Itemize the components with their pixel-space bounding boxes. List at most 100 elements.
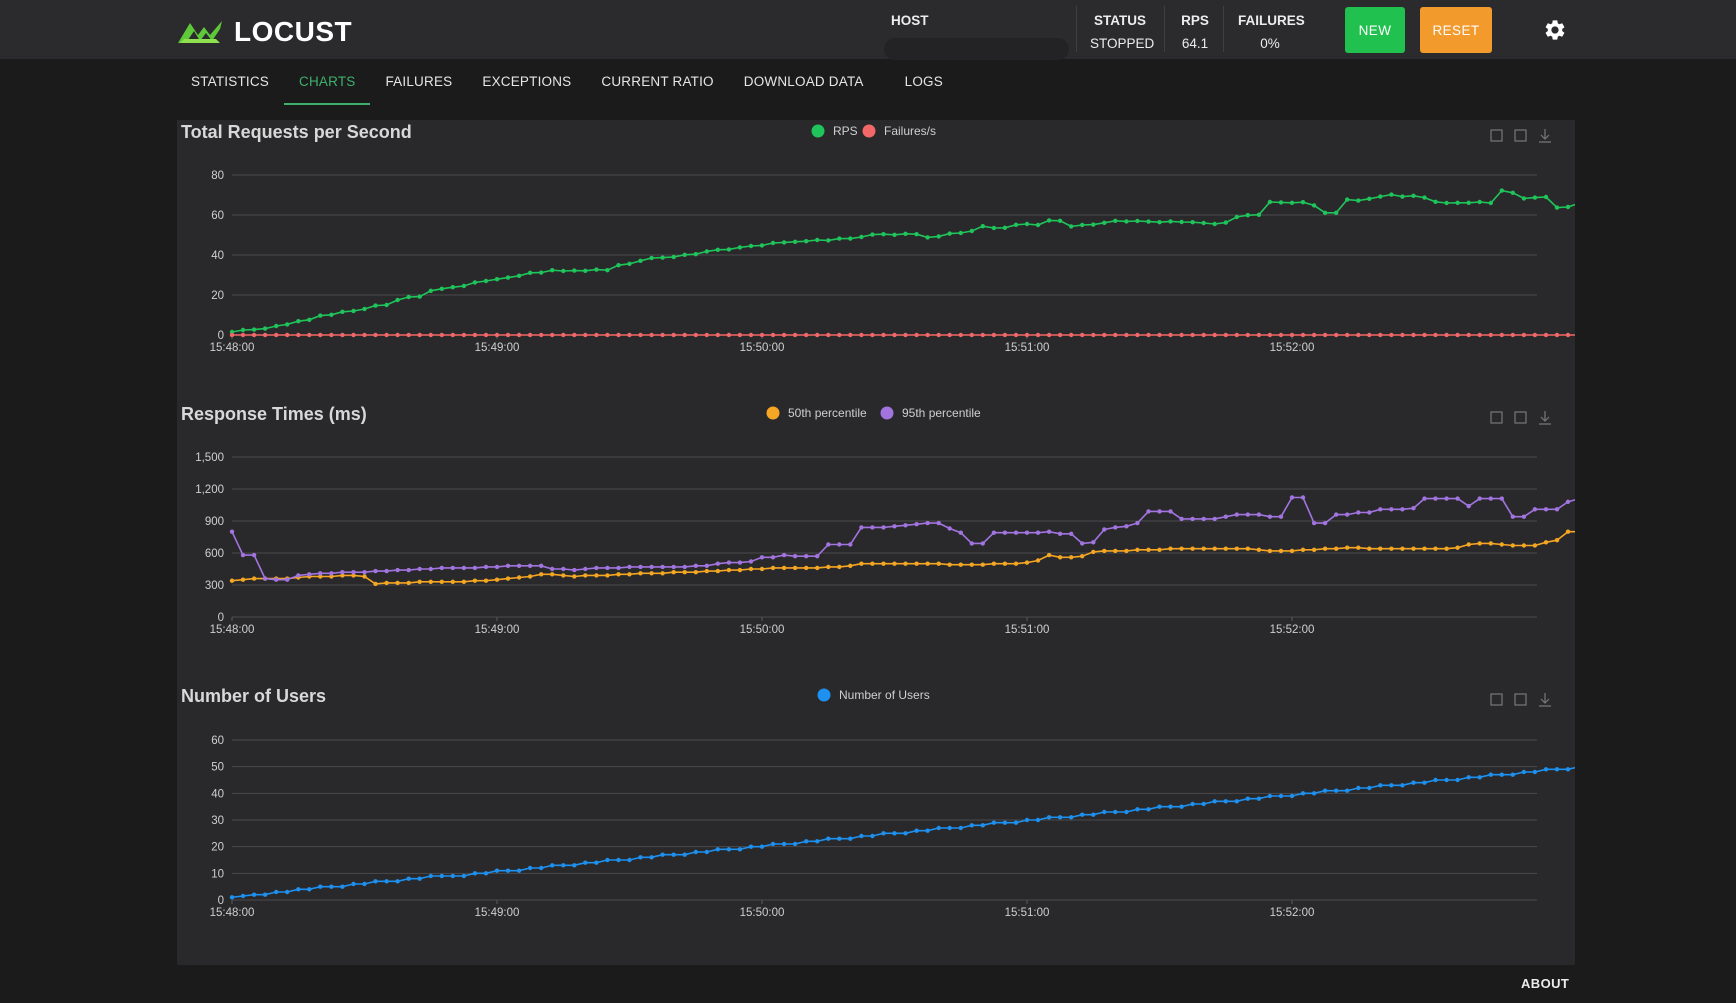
data-point[interactable] (627, 564, 632, 570)
data-point[interactable] (1013, 561, 1019, 566)
data-point[interactable] (1510, 543, 1516, 548)
data-point[interactable] (1322, 332, 1328, 338)
data-point[interactable] (384, 302, 389, 308)
data-point[interactable] (903, 831, 908, 836)
data-point[interactable] (1367, 332, 1372, 338)
data-point[interactable] (1389, 192, 1394, 197)
data-point[interactable] (1455, 332, 1460, 338)
data-point[interactable] (1091, 812, 1096, 817)
restore-icon[interactable] (1514, 693, 1527, 706)
data-point[interactable] (1466, 503, 1471, 509)
data-point[interactable] (936, 332, 941, 338)
data-point[interactable] (1113, 809, 1118, 815)
data-point[interactable] (1190, 516, 1195, 522)
data-point[interactable] (792, 554, 798, 559)
data-point[interactable] (1201, 332, 1206, 338)
data-point[interactable] (1433, 777, 1438, 783)
data-point[interactable] (1124, 332, 1129, 338)
data-point[interactable] (726, 567, 732, 573)
data-point[interactable] (859, 833, 864, 839)
data-point[interactable] (1334, 332, 1339, 338)
data-point[interactable] (848, 332, 853, 338)
data-point[interactable] (527, 574, 533, 579)
data-point[interactable] (947, 332, 952, 338)
data-point[interactable] (483, 578, 489, 583)
data-point[interactable] (1046, 332, 1052, 338)
data-point[interactable] (627, 857, 632, 863)
data-point[interactable] (251, 332, 257, 338)
data-point[interactable] (373, 879, 378, 884)
data-point[interactable] (660, 332, 665, 338)
data-point[interactable] (296, 573, 301, 578)
data-point[interactable] (583, 332, 588, 338)
data-point[interactable] (1510, 190, 1516, 195)
data-point[interactable] (1234, 332, 1240, 338)
data-point[interactable] (373, 332, 378, 338)
data-point[interactable] (1113, 332, 1118, 338)
data-point[interactable] (406, 567, 411, 573)
data-point[interactable] (1091, 222, 1096, 227)
data-point[interactable] (837, 332, 842, 338)
data-point[interactable] (958, 332, 963, 338)
data-point[interactable] (715, 561, 720, 566)
data-point[interactable] (638, 571, 643, 576)
data-point[interactable] (340, 573, 345, 578)
data-point[interactable] (947, 526, 952, 531)
data-point[interactable] (583, 566, 588, 572)
data-point[interactable] (969, 228, 974, 234)
data-point[interactable] (1256, 332, 1262, 338)
data-point[interactable] (351, 332, 356, 338)
data-point[interactable] (395, 332, 400, 338)
data-point[interactable] (461, 332, 467, 338)
data-point[interactable] (1013, 332, 1019, 338)
data-point[interactable] (395, 567, 400, 573)
data-point[interactable] (1466, 200, 1471, 205)
data-point[interactable] (1367, 196, 1372, 201)
data-point[interactable] (1455, 496, 1460, 501)
legend-marker[interactable] (880, 406, 894, 420)
locust-logo[interactable]: LOCUST (176, 16, 352, 48)
data-point[interactable] (583, 860, 588, 865)
data-point[interactable] (649, 571, 654, 576)
data-point[interactable] (638, 564, 643, 570)
data-point[interactable] (1013, 530, 1019, 535)
data-point[interactable] (1378, 546, 1383, 551)
data-point[interactable] (1057, 218, 1063, 223)
data-point[interactable] (262, 326, 268, 331)
data-point[interactable] (527, 865, 533, 871)
data-point[interactable] (1499, 496, 1505, 501)
data-point[interactable] (1554, 507, 1560, 512)
data-point[interactable] (1057, 332, 1063, 338)
data-point[interactable] (660, 571, 665, 576)
data-point[interactable] (307, 572, 312, 577)
data-point[interactable] (605, 332, 610, 338)
data-point[interactable] (1024, 530, 1030, 535)
data-point[interactable] (285, 889, 290, 895)
data-point[interactable] (1102, 527, 1107, 532)
data-point[interactable] (1267, 199, 1273, 205)
data-point[interactable] (1024, 332, 1030, 338)
data-point[interactable] (1322, 520, 1328, 526)
data-point[interactable] (527, 563, 533, 568)
data-point[interactable] (1168, 219, 1173, 224)
data-point[interactable] (925, 828, 930, 833)
data-point[interactable] (1157, 220, 1162, 225)
data-point[interactable] (1356, 510, 1361, 515)
data-point[interactable] (1367, 510, 1372, 515)
data-point[interactable] (616, 332, 621, 338)
data-point[interactable] (516, 575, 522, 580)
data-point[interactable] (936, 234, 941, 239)
data-point[interactable] (1345, 545, 1350, 550)
data-point[interactable] (296, 887, 301, 892)
data-point[interactable] (329, 574, 334, 579)
data-point[interactable] (417, 566, 422, 572)
data-point[interactable] (770, 555, 776, 560)
data-point[interactable] (1300, 200, 1306, 205)
data-point[interactable] (351, 881, 356, 887)
download-icon[interactable] (1539, 693, 1551, 707)
data-point[interactable] (870, 332, 875, 338)
data-point[interactable] (1444, 332, 1449, 338)
tab-failures[interactable]: FAILURES (385, 74, 453, 89)
data-point[interactable] (693, 849, 698, 855)
data-point[interactable] (1212, 799, 1217, 804)
